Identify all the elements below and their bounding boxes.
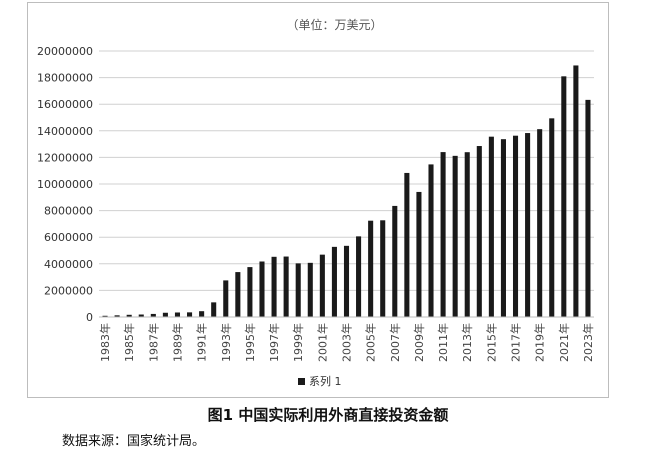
- bar: [416, 191, 422, 317]
- bar: [283, 256, 289, 317]
- bar: [114, 315, 120, 317]
- bar: [174, 312, 181, 317]
- y-tick-label: 16000000: [37, 98, 93, 111]
- bar: [271, 256, 277, 317]
- x-tick-label: 2011年: [436, 323, 450, 362]
- x-tick-label: 2013年: [460, 323, 474, 362]
- chart-frame: （单位：万美元） 0 2000000 4000000 6000000 8000000 100…: [27, 2, 609, 398]
- bar: [428, 164, 434, 317]
- bar: [561, 76, 567, 317]
- bar-chart: （单位：万美元） 0 2000000 4000000 6000000 8000000 100…: [37, 17, 595, 388]
- x-tick-label: 1999年: [291, 323, 305, 362]
- bar: [585, 99, 591, 317]
- x-tick-label: 1985年: [122, 323, 136, 362]
- bar: [150, 313, 156, 317]
- bar: [525, 133, 531, 317]
- bar: [223, 280, 229, 317]
- bar: [307, 262, 313, 317]
- bar: [235, 272, 241, 317]
- bar: [319, 254, 325, 317]
- y-tick-label: 8000000: [44, 205, 93, 218]
- bar: [404, 172, 410, 317]
- bar: [295, 263, 301, 317]
- bar: [102, 315, 108, 317]
- bar: [368, 220, 374, 317]
- y-tick-label: 20000000: [37, 45, 93, 58]
- bar: [440, 152, 446, 317]
- bar: [187, 312, 193, 317]
- bar: [549, 118, 555, 318]
- y-tick-label: 14000000: [37, 125, 93, 138]
- bar: [500, 139, 506, 317]
- bar: [331, 246, 337, 317]
- bar: [573, 65, 579, 318]
- y-tick-label: 6000000: [44, 231, 93, 244]
- x-tick-label: 1987年: [146, 323, 160, 362]
- x-tick-label: 2007年: [388, 323, 402, 362]
- x-tick-label: 1993年: [219, 323, 233, 362]
- x-tick-label: 1995年: [243, 323, 257, 362]
- unit-note: （单位：万美元）: [286, 17, 382, 32]
- bar: [476, 146, 482, 317]
- y-tick-label: 2000000: [44, 284, 93, 297]
- x-tick-label: 2001年: [315, 323, 329, 362]
- y-tick-label: 18000000: [37, 72, 93, 85]
- x-tick-label: 2023年: [581, 323, 595, 362]
- bar: [488, 136, 494, 317]
- bar: [138, 314, 144, 317]
- x-tick-label: 1997年: [267, 323, 281, 362]
- bar: [126, 314, 132, 317]
- y-tick-label: 12000000: [37, 151, 93, 164]
- x-tick-label: 2005年: [364, 323, 378, 362]
- x-tick-label: 2009年: [412, 323, 426, 362]
- legend-swatch: [298, 378, 305, 385]
- bar: [162, 312, 168, 317]
- x-tick-label: 1983年: [98, 323, 112, 362]
- x-tick-label: 2021年: [557, 323, 571, 362]
- y-tick-label: 0: [86, 311, 93, 324]
- bar: [380, 220, 386, 317]
- x-tick-label: 2019年: [533, 323, 547, 362]
- bar: [452, 155, 458, 317]
- bar: [211, 302, 217, 317]
- bar: [247, 267, 253, 317]
- x-tick-label: 2017年: [509, 323, 523, 362]
- x-tick-label: 2015年: [484, 323, 498, 362]
- bar: [356, 236, 362, 317]
- figure-caption: 图1 中国实际利用外商直接投资金额: [207, 406, 449, 424]
- bar: [512, 135, 519, 317]
- x-tick-label: 1989年: [170, 323, 184, 362]
- x-tick-label: 1991年: [195, 323, 209, 362]
- y-tick-label: 10000000: [37, 178, 93, 191]
- y-tick-label: 4000000: [44, 258, 93, 271]
- bar: [199, 311, 205, 317]
- source-note: 数据来源：国家统计局。: [62, 434, 206, 449]
- bar: [392, 205, 398, 317]
- bar: [464, 152, 470, 317]
- x-tick-label: 2003年: [340, 323, 354, 362]
- bar: [259, 261, 265, 317]
- bar: [537, 129, 543, 317]
- bar: [343, 245, 350, 317]
- legend-label: 系列 1: [309, 374, 342, 388]
